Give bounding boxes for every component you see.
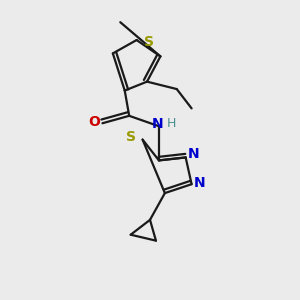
Text: N: N (188, 148, 200, 161)
Text: H: H (167, 117, 176, 130)
Text: S: S (143, 35, 154, 50)
Text: N: N (152, 117, 163, 131)
Text: N: N (194, 176, 206, 190)
Text: O: O (88, 115, 100, 129)
Text: S: S (126, 130, 136, 144)
